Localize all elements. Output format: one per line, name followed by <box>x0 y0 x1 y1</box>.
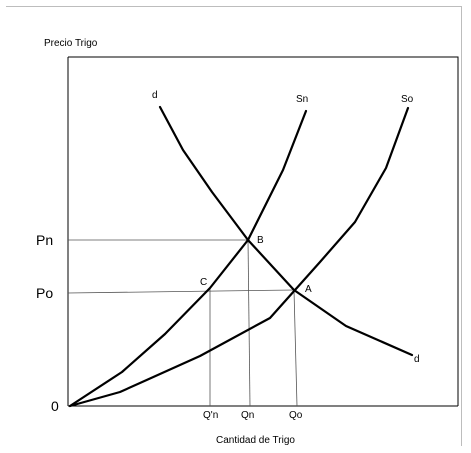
po-guide-line <box>67 289 295 294</box>
price-tick-po: Po <box>36 285 53 301</box>
point-label-a: A <box>305 284 312 295</box>
qn-guide-line <box>247 239 251 407</box>
qo-guide-line <box>293 289 298 407</box>
demand-label-top: d <box>152 90 158 101</box>
quantity-tick-qn-prime: Q'n <box>203 410 218 421</box>
demand-curve <box>158 105 414 357</box>
plot-border <box>68 56 459 406</box>
x-axis-title: Cantidad de Trigo <box>216 435 295 446</box>
supply-old-curve <box>68 106 410 408</box>
origin-label: 0 <box>51 398 59 414</box>
demand-label-bottom: d <box>414 354 420 365</box>
quantity-tick-qn: Qn <box>241 410 254 421</box>
y-axis-title: Precio Trigo <box>44 38 98 49</box>
price-tick-pn: Pn <box>36 232 53 248</box>
point-label-b: B <box>257 235 264 246</box>
supply-new-label: Sn <box>296 94 308 105</box>
supply-old-label: So <box>401 94 414 105</box>
quantity-tick-qo: Qo <box>289 410 303 421</box>
figure-frame <box>6 6 462 446</box>
supply-new-curve <box>68 109 308 408</box>
point-label-c: C <box>200 277 207 288</box>
